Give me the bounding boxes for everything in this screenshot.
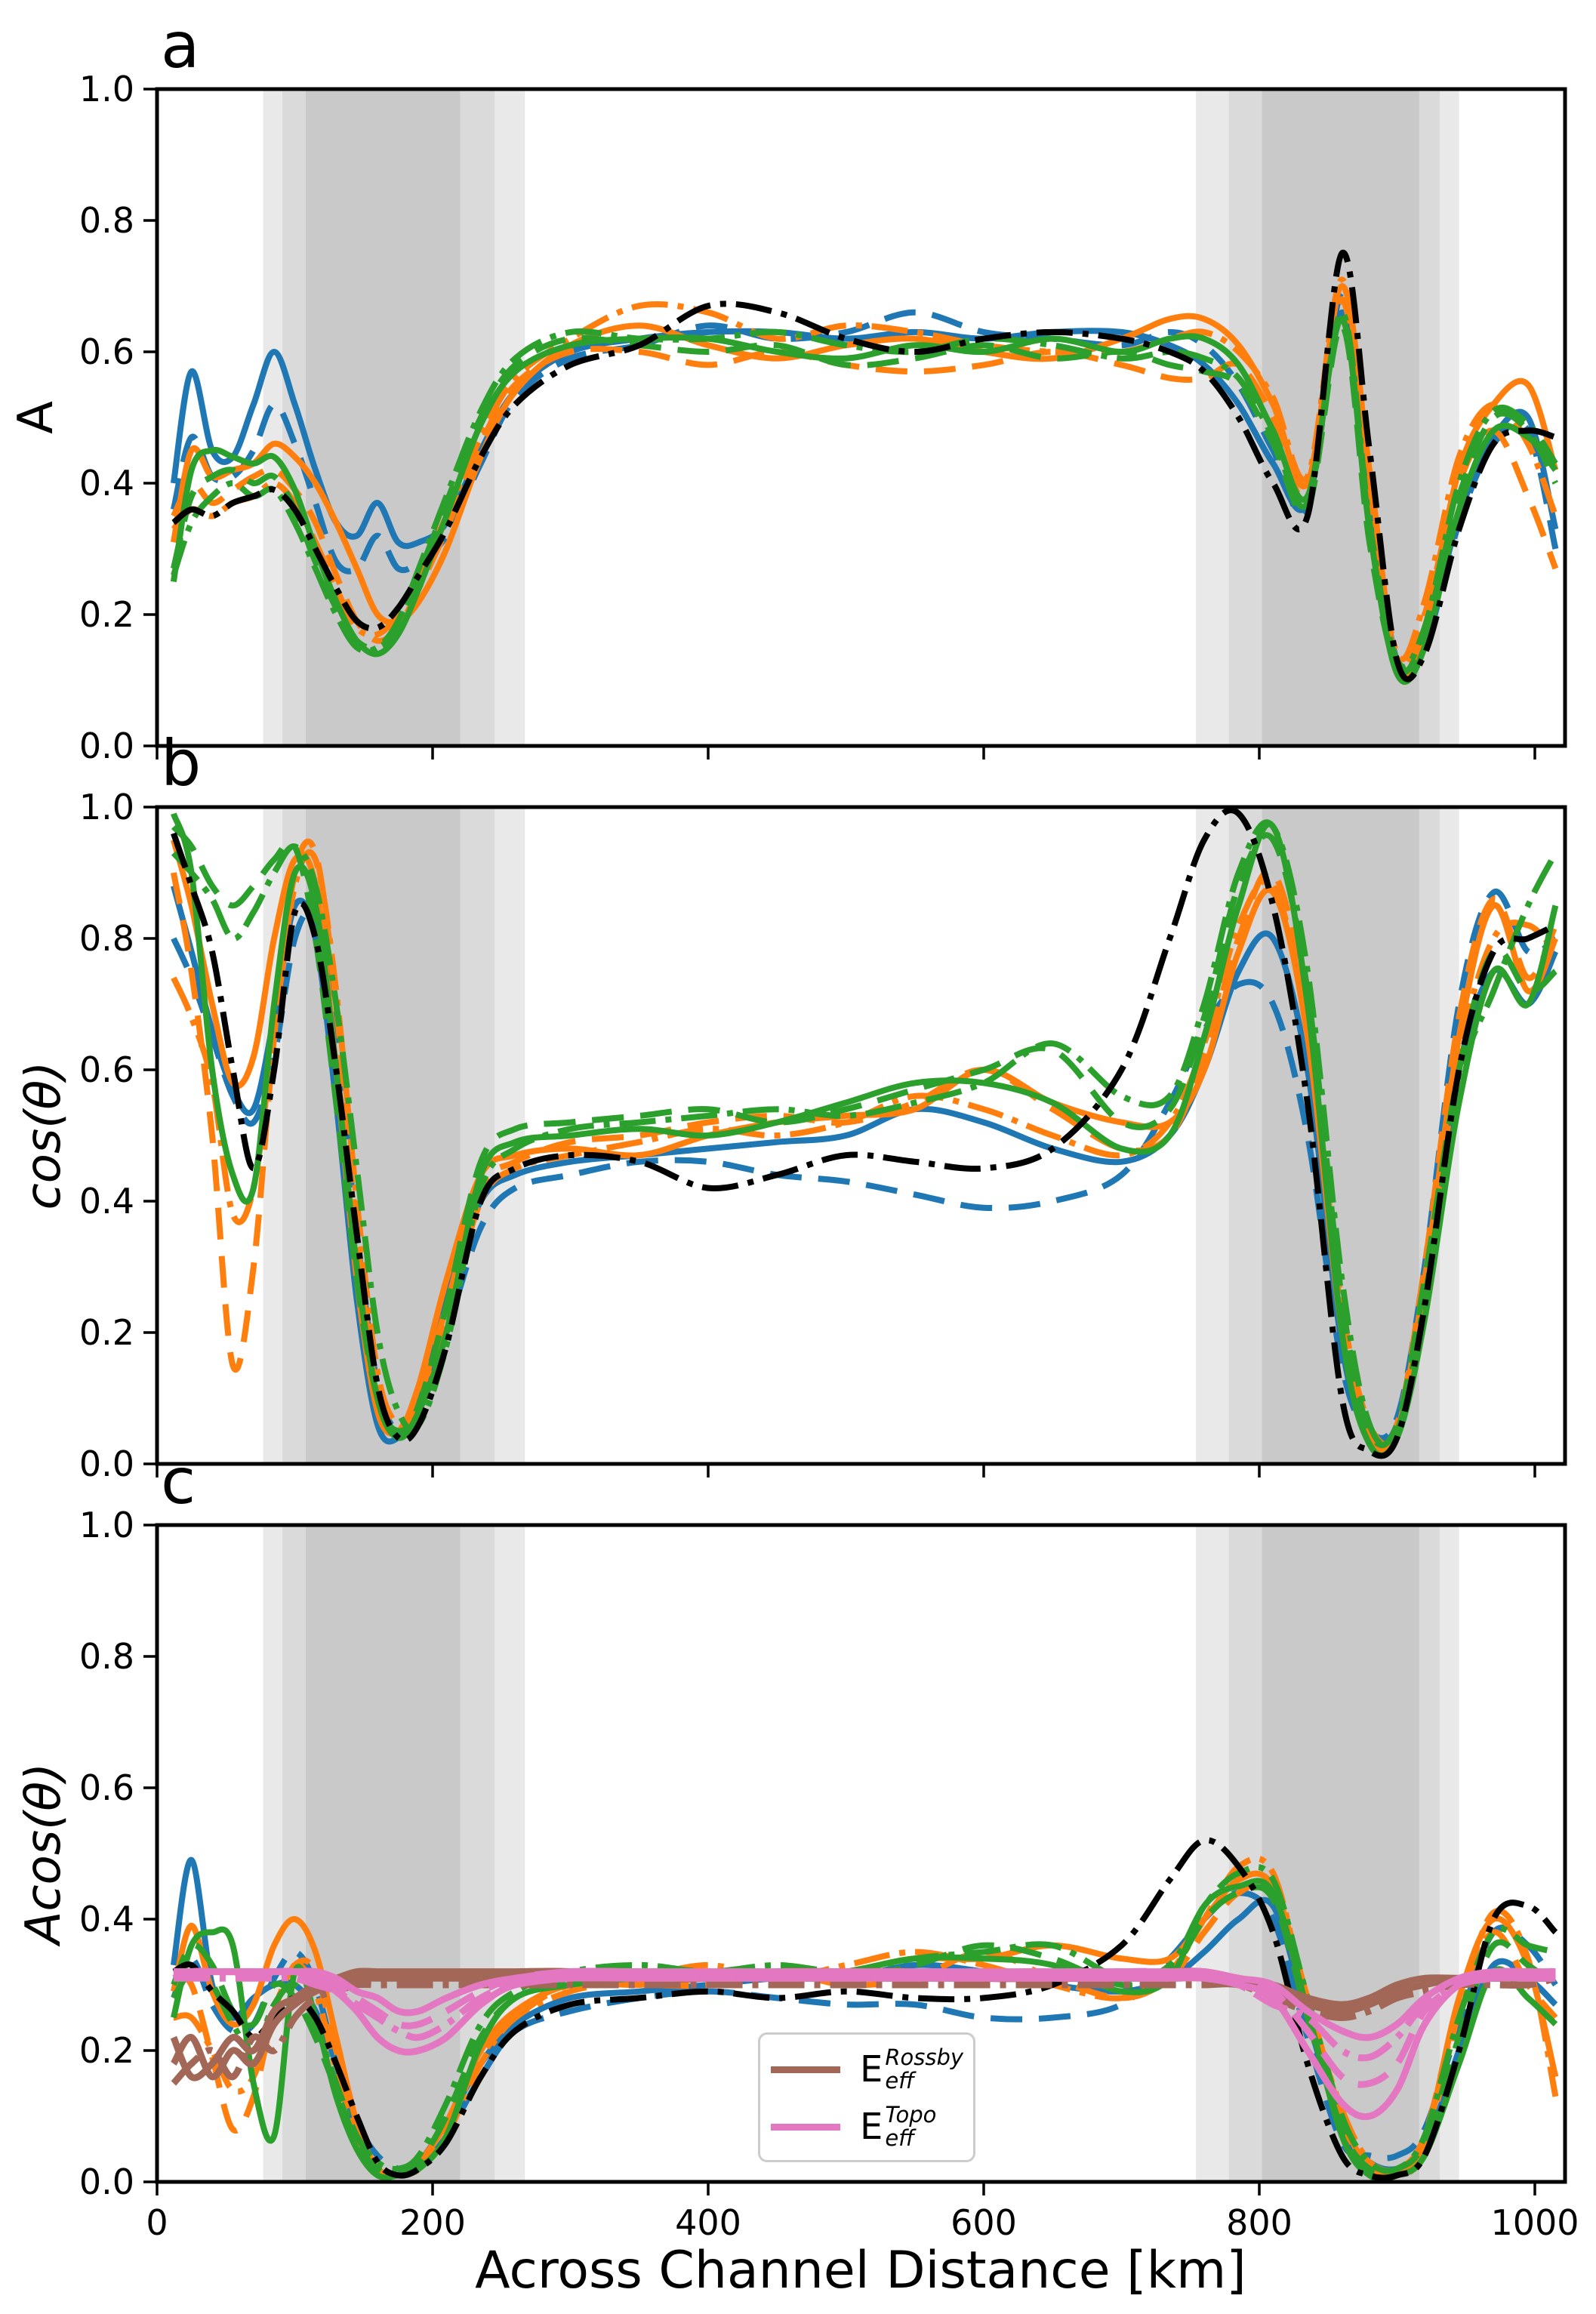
legend-label-sup: Rossby (885, 2044, 964, 2070)
legend-label-sub: eff (885, 2068, 915, 2094)
shaded-band-right-2 (1262, 1525, 1419, 2182)
x-tick-label: 0 (146, 2202, 168, 2243)
y-tick-label: 0.2 (79, 594, 134, 635)
legend-label-sup: Topo (885, 2101, 937, 2128)
y-tick-label: 0.8 (79, 200, 134, 241)
y-tick-label: 0.4 (79, 1899, 134, 1940)
y-tick-label: 1.0 (79, 1505, 134, 1545)
x-tick-label: 600 (951, 2202, 1017, 2243)
y-tick-label: 0.0 (79, 2161, 134, 2202)
panel-label-a: a (161, 8, 200, 82)
legend-line-topo (771, 2123, 840, 2131)
series-green-dashed (171, 824, 1558, 1449)
series-Eeff-Topo-4 (173, 1967, 1556, 2041)
y-axis-label-a: A (8, 401, 64, 434)
y-tick-label: 0.8 (79, 1636, 134, 1677)
x-axis-label: Across Channel Distance [km] (475, 2241, 1246, 2300)
legend: E Rossby eff E Topo eff (758, 2032, 975, 2162)
series-green-dashdot (171, 819, 1558, 1449)
legend-item-rossby: E Rossby eff (760, 2041, 973, 2098)
panel-c: 0.0 0.2 0.4 0.6 0.8 1.0 0 200 400 600 800 1000 (79, 1505, 1579, 2243)
series-green-solid (171, 812, 1559, 1459)
y-tick-label: 0.6 (79, 331, 134, 372)
panel-label-b: b (161, 726, 202, 800)
x-tick-label: 800 (1226, 2202, 1293, 2243)
y-axis-label-c: Acos(θ) (16, 1762, 72, 1945)
axes-spines (155, 1523, 1567, 2184)
series-Eeff-Topo-3 (173, 1974, 1556, 2062)
legend-label-topo: E Topo eff (860, 2103, 936, 2151)
x-tick-label: 200 (399, 2202, 466, 2243)
axes-spines (155, 805, 1567, 1466)
legend-label-rossby: E Rossby eff (860, 2044, 964, 2094)
series-black-dashdot (171, 807, 1557, 1459)
series-black-dashdot (172, 1837, 1558, 2181)
y-tick-label: 0.4 (79, 1181, 134, 1222)
axes-spines (155, 87, 1567, 748)
y-tick-label: 0.2 (79, 2030, 134, 2071)
legend-label-base: E (860, 2048, 883, 2091)
shaded-band-left-2 (306, 89, 461, 746)
y-tick-label: 0.4 (79, 463, 134, 504)
series-Eeff-Rossby-2 (171, 1974, 1557, 2086)
x-tick-label: 400 (675, 2202, 741, 2243)
series-Eeff-Topo-2 (173, 1967, 1556, 2088)
x-tick-label: 1000 (1490, 2202, 1579, 2243)
legend-label-base: E (860, 2106, 883, 2148)
y-tick-label: 0.2 (79, 1312, 134, 1353)
y-axis-label-b: cos(θ) (16, 1061, 72, 1210)
panel-b: 0.0 0.2 0.4 0.6 0.8 1.0 (79, 787, 1567, 1484)
panel-a: 0.0 0.2 0.4 0.6 0.8 1.0 (79, 69, 1567, 766)
y-tick-label: 0.6 (79, 1049, 134, 1090)
y-tick-label: 1.0 (79, 787, 134, 827)
shaded-band-left-2 (306, 1525, 461, 2182)
panel-label-c: c (161, 1444, 196, 1518)
y-tick-label: 0.0 (79, 726, 134, 766)
legend-line-rossby (771, 2066, 840, 2073)
legend-label-sub: eff (885, 2125, 915, 2151)
y-tick-label: 0.8 (79, 918, 134, 959)
y-tick-label: 0.6 (79, 1767, 134, 1808)
y-tick-label: 0.0 (79, 1444, 134, 1484)
legend-item-topo: E Topo eff (760, 2098, 973, 2155)
series-green-dashdot (171, 309, 1558, 670)
y-tick-label: 1.0 (79, 69, 134, 109)
series-black-dashdot (171, 249, 1557, 682)
